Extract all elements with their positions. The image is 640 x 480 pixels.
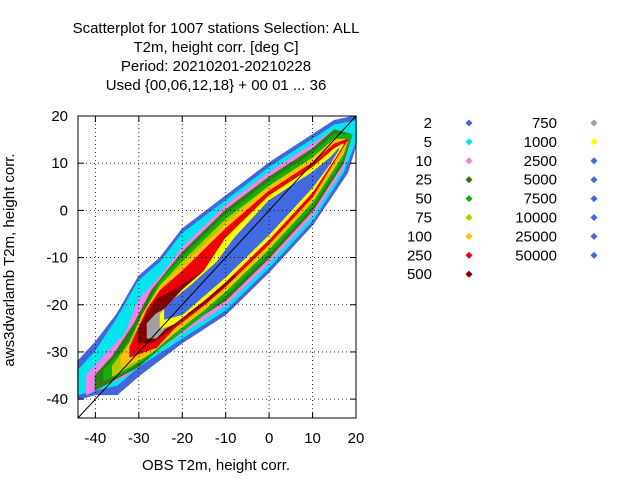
x-axis-ticks: -40 -30 -20 -10 0 10 20 — [85, 116, 365, 447]
legend-marker-2500 — [590, 157, 598, 165]
diagonal-line — [77, 115, 357, 419]
legend-marker-50 — [465, 195, 473, 203]
legend-marker-7500 — [590, 195, 598, 203]
legend-marker-500 — [465, 270, 473, 278]
y-axis-ticks: 20 10 0 -10 -20 -30 -40 — [46, 108, 356, 408]
title-line-1: Scatterplot for 1007 stations Selection:… — [73, 20, 360, 37]
legend-label-250: 250 — [407, 247, 432, 264]
x-tick-label--40: -40 — [85, 430, 107, 447]
legend-marker-50000 — [590, 251, 598, 259]
legend-label-50000: 50000 — [515, 247, 557, 264]
legend-marker-25000 — [590, 232, 598, 240]
legend-marker-75 — [465, 213, 473, 222]
y-tick-label-10: 10 — [51, 155, 68, 172]
x-tick-label-20: 20 — [348, 430, 365, 447]
y-tick-label--40: -40 — [46, 391, 68, 408]
legend-marker-2 — [465, 119, 473, 127]
chart-title: Scatterplot for 1007 stations Selection:… — [73, 20, 360, 94]
legend: 2510255075100250500750100025005000750010… — [407, 115, 598, 283]
y-tick-label-20: 20 — [51, 108, 68, 125]
legend-marker-5 — [465, 138, 473, 146]
legend-label-50: 50 — [415, 191, 432, 208]
y-tick-label--10: -10 — [46, 250, 68, 267]
y-tick-label-0: 0 — [60, 202, 68, 219]
legend-label-7500: 7500 — [524, 191, 557, 208]
legend-label-2: 2 — [424, 115, 432, 132]
legend-label-5: 5 — [424, 134, 432, 151]
legend-label-75: 75 — [415, 210, 432, 227]
legend-marker-10 — [465, 157, 473, 165]
y-axis-label: aws3dvarlamb T2m, height corr. — [1, 153, 18, 366]
legend-marker-100 — [465, 232, 473, 240]
title-line-3: Period: 20210201-20210228 — [121, 58, 311, 75]
legend-marker-25 — [465, 176, 473, 184]
legend-marker-250 — [465, 251, 473, 259]
y-tick-label--20: -20 — [46, 297, 68, 314]
legend-label-2500: 2500 — [524, 153, 557, 170]
legend-label-10000: 10000 — [515, 210, 557, 227]
legend-marker-5000 — [590, 176, 598, 184]
x-tick-label--10: -10 — [215, 430, 237, 447]
title-line-4: Used {00,06,12,18} + 00 01 ... 36 — [106, 77, 327, 94]
x-tick-label--20: -20 — [171, 430, 193, 447]
legend-marker-10000 — [590, 213, 598, 222]
legend-label-25: 25 — [415, 172, 432, 189]
legend-marker-750 — [590, 119, 598, 127]
legend-label-1000: 1000 — [524, 134, 557, 151]
x-axis-label: OBS T2m, height corr. — [142, 457, 290, 474]
x-tick-label-0: 0 — [265, 430, 273, 447]
x-tick-label--30: -30 — [128, 430, 150, 447]
legend-label-5000: 5000 — [524, 172, 557, 189]
y-tick-label--30: -30 — [46, 344, 68, 361]
legend-marker-1000 — [590, 138, 598, 146]
plot-frame — [77, 115, 357, 419]
legend-label-750: 750 — [532, 115, 557, 132]
legend-label-25000: 25000 — [515, 228, 557, 245]
legend-label-10: 10 — [415, 153, 432, 170]
x-tick-label-10: 10 — [304, 430, 321, 447]
legend-label-100: 100 — [407, 228, 432, 245]
title-line-2: T2m, height corr. [deg C] — [133, 39, 298, 56]
legend-label-500: 500 — [407, 266, 432, 283]
